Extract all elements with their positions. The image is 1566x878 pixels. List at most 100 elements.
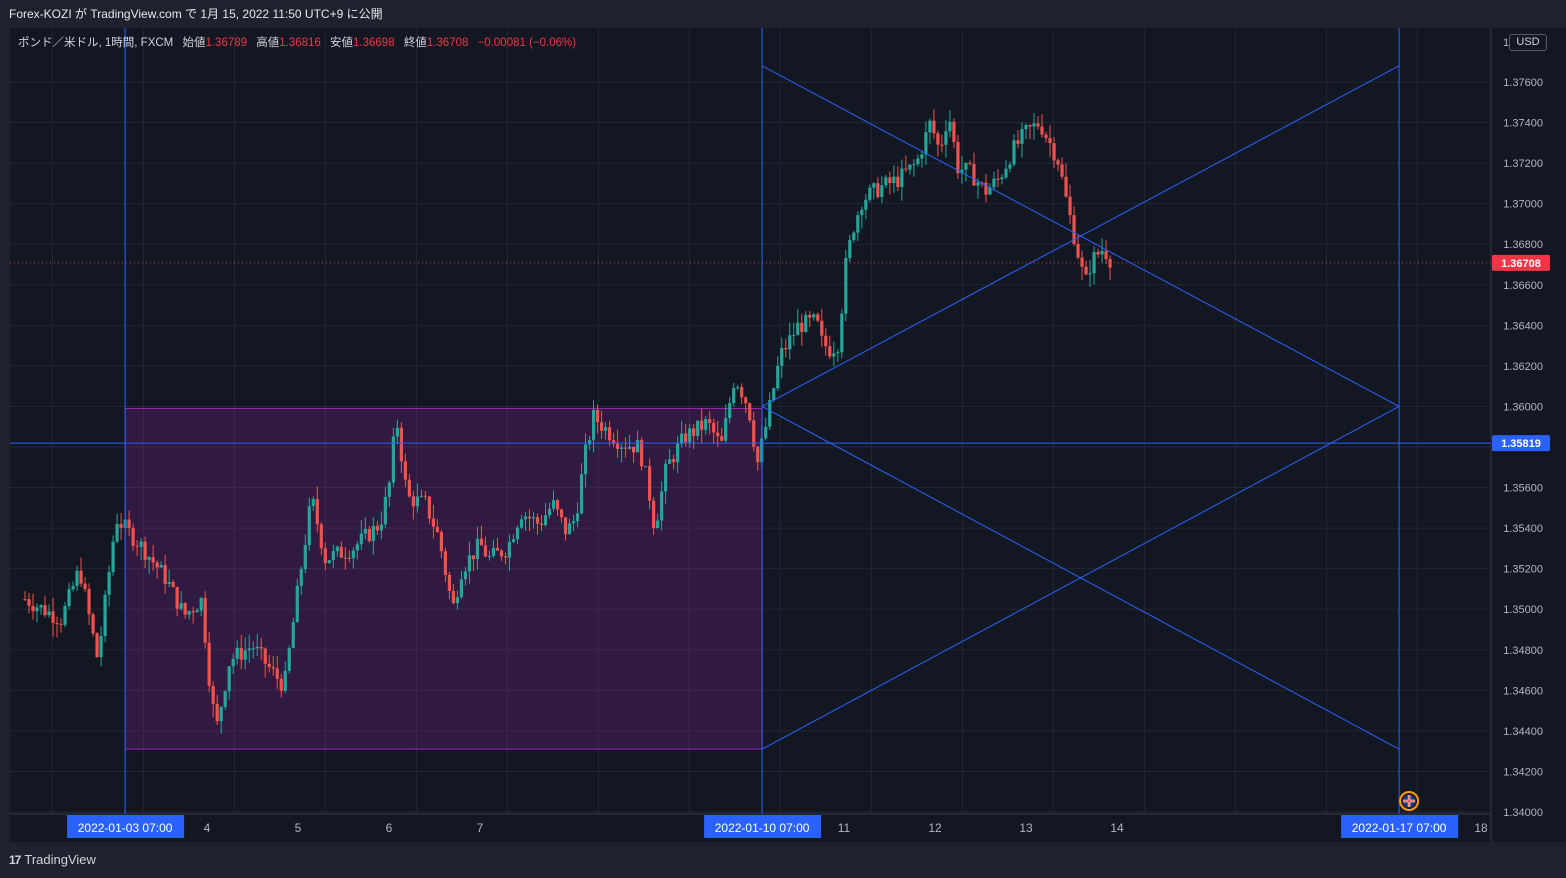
candle-body: [119, 523, 123, 528]
candle-body: [844, 257, 848, 314]
candle-body: [83, 583, 87, 590]
candle: [331, 544, 335, 568]
candle-body: [547, 508, 552, 516]
candle: [559, 508, 564, 523]
candle-body: [768, 400, 772, 427]
candle-body: [431, 518, 436, 527]
price-tick-label: 1.35000: [1503, 604, 1543, 616]
candle-body: [51, 611, 55, 623]
candle-body: [179, 603, 183, 609]
candle-body: [147, 557, 151, 560]
candle: [327, 559, 331, 564]
candle-body: [724, 418, 728, 441]
candle-body: [812, 314, 816, 318]
candle: [920, 150, 924, 168]
candle: [904, 155, 908, 173]
currency-button[interactable]: USD: [1509, 34, 1547, 51]
candle-body: [636, 439, 640, 453]
time-tick-label: 13: [1019, 821, 1033, 835]
candle: [423, 490, 427, 501]
candle: [844, 250, 848, 322]
candle: [431, 504, 436, 539]
candle-body: [764, 426, 768, 439]
candle-body: [780, 348, 784, 366]
uk-flag-event-icon: [1399, 791, 1420, 811]
candle: [467, 541, 472, 584]
candle-body: [79, 570, 83, 584]
candle-body: [848, 239, 852, 258]
candle-body: [367, 528, 371, 542]
candle: [583, 433, 588, 488]
price-chart[interactable]: 1.34000 1.34200 1.34400 1.34600 1.34800 1.350…: [0, 0, 1566, 846]
candle-body: [988, 187, 992, 195]
candle: [131, 523, 135, 551]
publish-header: Forex-KOZI が TradingView.com で 1月 15, 20…: [0, 0, 1566, 28]
candle: [487, 550, 492, 561]
time-tick-label: 6: [386, 821, 393, 835]
candle-body: [503, 556, 508, 558]
candle-body: [27, 599, 31, 606]
candle-body: [587, 440, 592, 445]
time-highlight-label: 2022-01-17 07:00: [1352, 821, 1447, 835]
candle-body: [628, 446, 632, 449]
candle-body: [327, 560, 331, 564]
candle-body: [287, 648, 291, 671]
candle-body: [107, 571, 111, 595]
candle-body: [692, 428, 696, 436]
candle: [283, 661, 287, 693]
candle-body: [591, 409, 596, 441]
candle-body: [303, 545, 307, 570]
candle-body: [896, 176, 900, 187]
candle: [159, 561, 163, 568]
candle-body: [359, 533, 363, 545]
candle: [195, 608, 199, 613]
candle: [856, 211, 860, 241]
candle-body: [1052, 143, 1056, 161]
candle-body: [567, 523, 572, 535]
candle-body: [279, 678, 283, 691]
candle: [984, 173, 988, 203]
candle: [267, 654, 271, 673]
candle-body: [343, 557, 347, 559]
candle: [171, 579, 175, 588]
legend-low-value: 1.36698: [353, 37, 395, 49]
candle-body: [335, 546, 339, 552]
candle: [812, 312, 816, 321]
candle: [740, 383, 744, 405]
candle-body: [435, 526, 440, 533]
candle: [896, 166, 900, 191]
candle: [143, 536, 147, 569]
candle-body: [403, 461, 407, 480]
price-tick-label: 1.36200: [1503, 361, 1543, 373]
candle-body: [523, 516, 528, 520]
candle: [912, 159, 916, 177]
candle: [175, 586, 179, 617]
candle-body: [559, 509, 564, 518]
candle-body: [207, 642, 211, 686]
candle-body: [912, 164, 916, 166]
candle: [79, 557, 83, 588]
time-tick-label: 11: [838, 821, 851, 835]
candle: [748, 402, 752, 423]
candle-body: [1040, 126, 1044, 135]
candle-body: [872, 183, 876, 188]
candle: [1076, 234, 1080, 260]
candle-body: [624, 447, 628, 449]
candle-body: [95, 633, 99, 658]
candle: [828, 335, 832, 359]
candle: [1028, 124, 1032, 140]
candle: [872, 182, 876, 200]
candle-body: [111, 541, 115, 572]
candle: [107, 565, 111, 607]
candle-body: [47, 611, 51, 616]
candle: [323, 542, 327, 571]
candle: [299, 566, 303, 596]
candle: [435, 519, 440, 533]
price-tick-label: 1.36800: [1503, 239, 1543, 251]
price-tick-label: 1.37200: [1503, 158, 1543, 170]
candle-body: [87, 589, 91, 615]
candle-body: [852, 232, 856, 240]
candle: [603, 422, 608, 440]
candle: [1096, 248, 1100, 258]
candle-body: [1104, 250, 1108, 260]
